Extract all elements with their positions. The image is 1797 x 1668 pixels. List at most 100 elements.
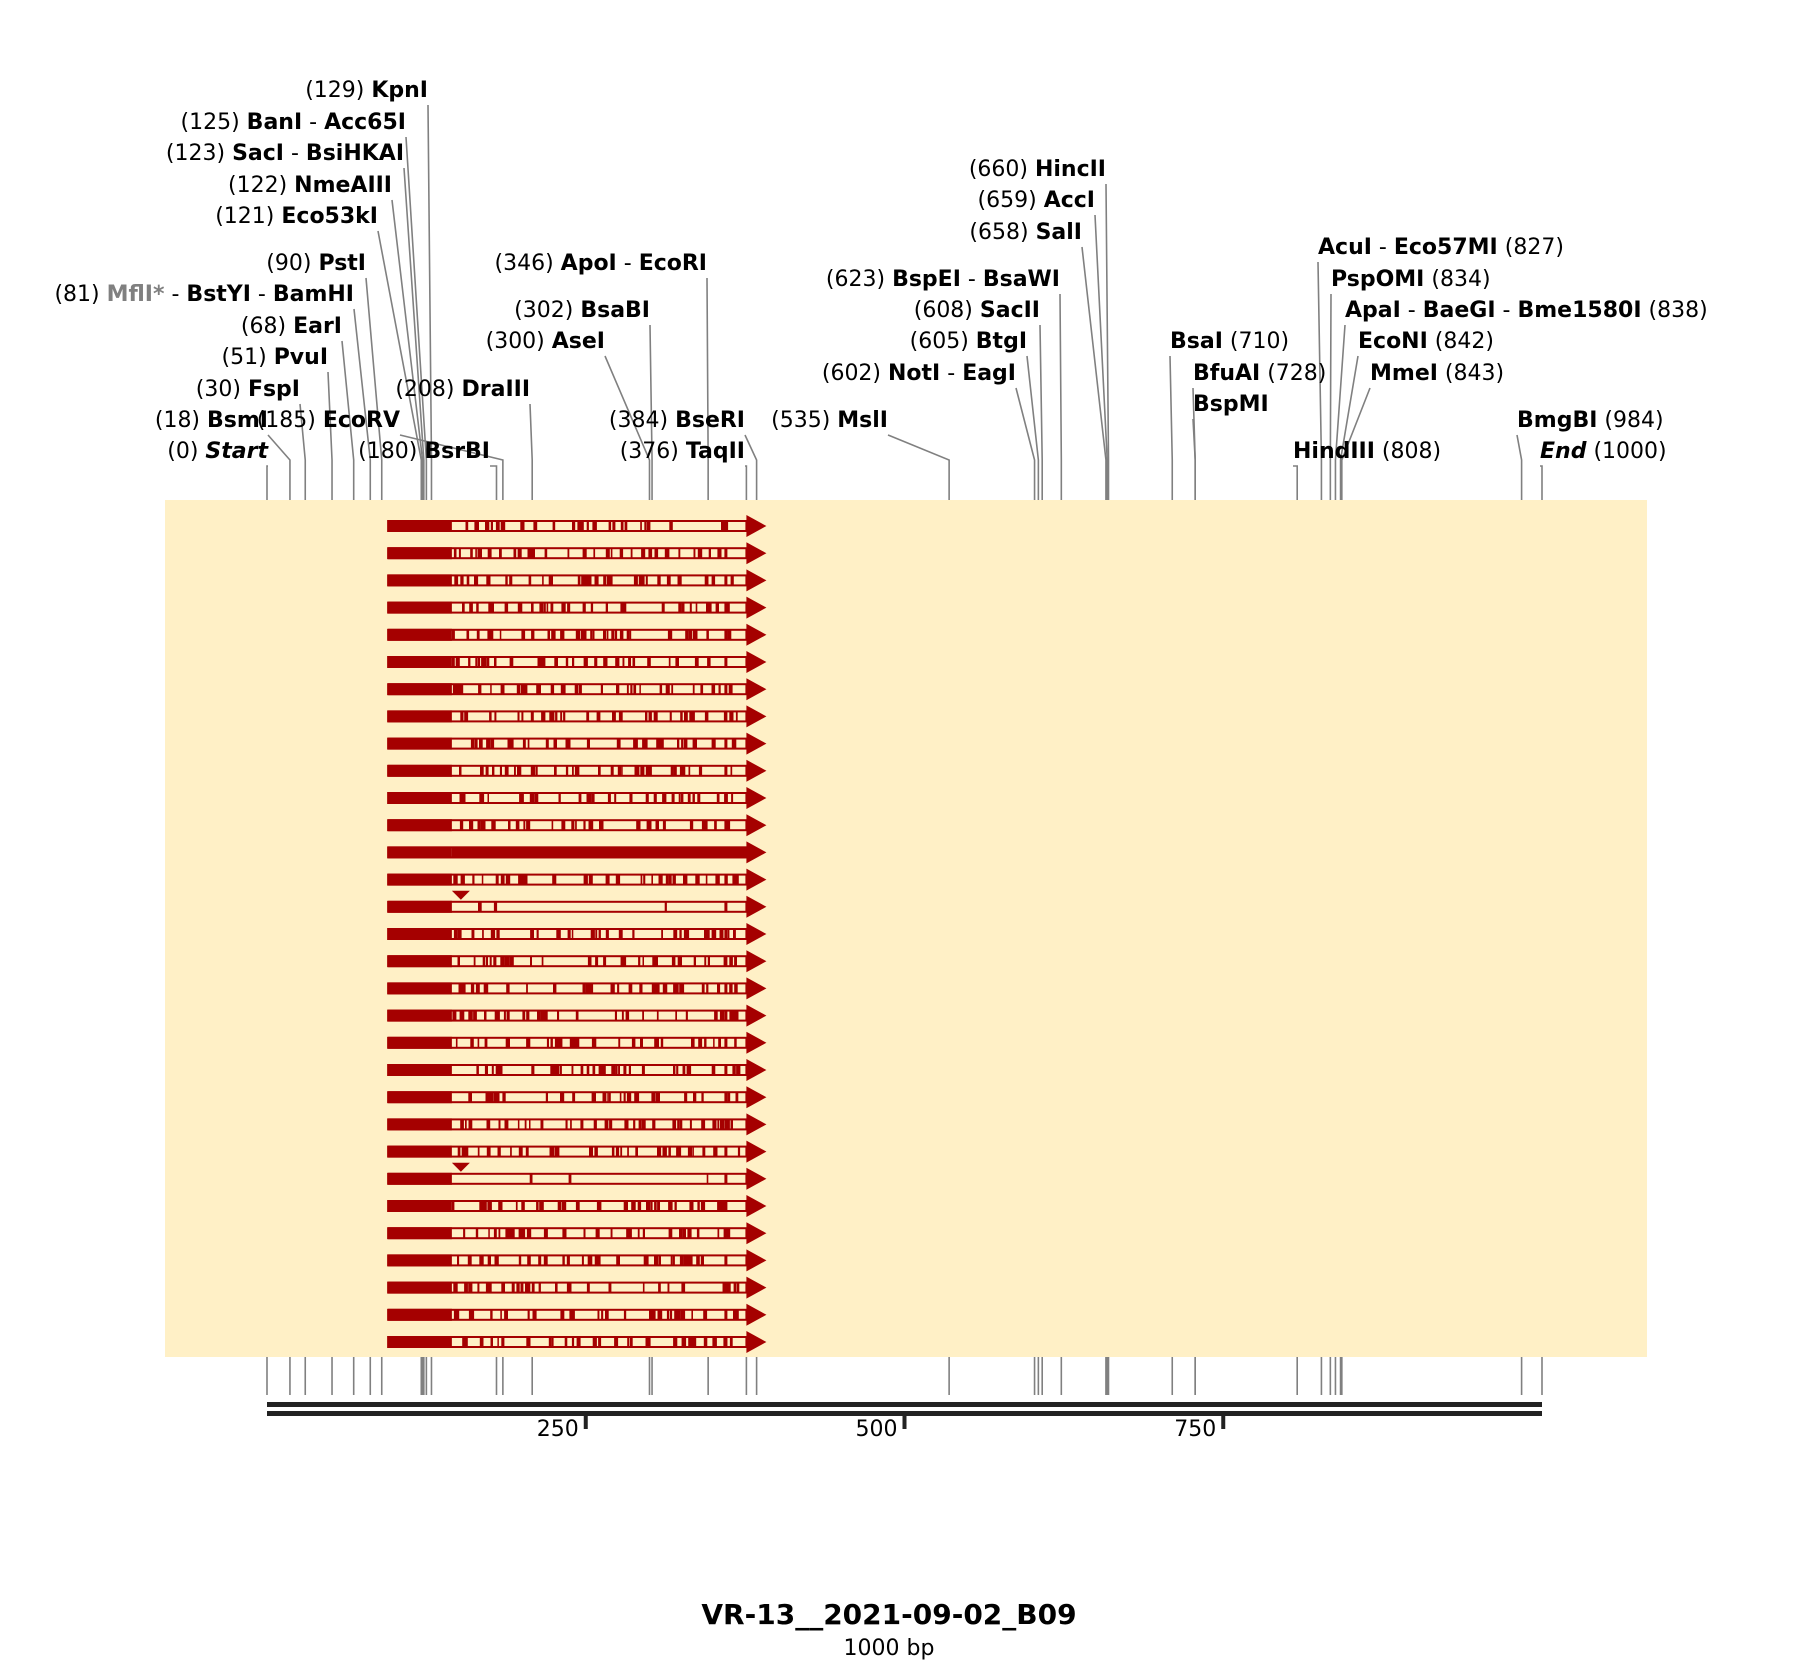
mismatch [468,657,471,667]
mismatch [591,793,595,803]
mismatch [550,711,555,722]
mismatch [644,1255,649,1266]
read-9 [387,732,767,755]
mismatch [715,874,720,885]
mismatch [553,983,557,994]
mismatch [531,602,534,613]
mismatch [630,548,633,559]
mismatch [619,629,624,640]
mismatch [527,1255,531,1266]
mismatch [718,684,721,695]
mismatch [657,575,661,586]
mismatch [498,1228,501,1239]
mismatch [575,1201,580,1211]
mismatch [521,629,525,640]
read-solid [451,846,747,859]
mismatch [517,1119,520,1130]
mismatch [457,684,460,695]
mismatch [608,1282,612,1293]
mismatch [531,629,535,640]
mismatch [590,929,595,939]
mismatch [585,983,590,994]
mismatch [736,874,739,885]
mismatch [578,684,582,695]
mismatch [674,983,679,994]
mismatch [493,1228,497,1239]
mismatch [554,765,557,776]
mismatch [477,657,481,667]
mismatch [539,1201,543,1211]
mismatch [582,548,587,559]
mismatch [453,548,457,559]
mismatch [589,983,594,994]
mismatch [551,820,554,831]
site-label-bmgbi: BmgBI (984) [1517,408,1664,433]
mismatch [726,1119,730,1130]
mismatch [612,711,616,722]
mismatch [580,629,585,640]
mismatch [611,1146,615,1157]
mismatch [615,874,621,885]
mismatch [540,1010,545,1021]
mismatch [508,820,511,831]
read-28 [387,1249,767,1272]
mismatch [583,1228,586,1239]
mismatch [549,1146,552,1157]
mismatch [519,874,524,885]
mismatch [555,1282,558,1293]
mismatch [505,575,508,586]
mismatch [659,684,663,695]
mismatch [462,602,465,613]
mismatch [551,629,556,640]
read-arrow [746,542,767,565]
mismatch [635,1146,638,1157]
mismatch [518,1146,523,1157]
mismatch [729,1010,734,1021]
mismatch [614,793,617,803]
mismatch [526,820,531,831]
mismatch [529,1119,531,1130]
mismatch [711,1065,716,1075]
mismatch [549,711,552,722]
mismatch [618,1065,620,1075]
mismatch [564,1228,567,1239]
mismatch [669,1309,673,1320]
mismatch [560,711,563,722]
mismatch [464,1282,468,1293]
read-solid [388,1254,452,1267]
mismatch [514,765,516,776]
read-14 [387,868,767,891]
mismatch [668,1146,671,1157]
mismatch [487,548,492,559]
mismatch [665,684,670,695]
mismatch [475,1228,479,1239]
read-solid [388,819,452,832]
mismatch [525,1282,529,1293]
mismatch [732,874,735,885]
mismatch [477,820,481,831]
mismatch [468,1282,473,1293]
mismatch [605,602,608,613]
mismatch [470,1037,473,1048]
mismatch [462,1010,465,1021]
read-15 [387,890,767,918]
mismatch [513,548,517,559]
mismatch [457,929,462,939]
read-arrow [746,923,767,945]
mismatch [635,1092,638,1103]
mismatch [465,1119,467,1130]
mismatch [522,1010,526,1021]
mismatch [495,874,499,885]
mismatch [621,1010,624,1021]
mismatch [569,1037,572,1048]
mismatch [553,1065,557,1075]
mismatch [589,1255,593,1266]
mismatch [729,711,734,722]
mismatch [477,629,480,640]
read-arrow [746,1031,767,1054]
mismatch [670,765,674,776]
mismatch [516,684,520,695]
mismatch [610,765,614,776]
mismatch [608,575,613,586]
mismatch [681,1282,686,1293]
